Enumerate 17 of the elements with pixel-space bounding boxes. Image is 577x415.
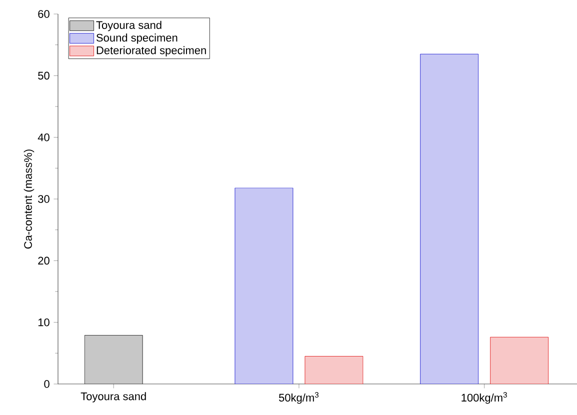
y-tick-label: 50 [38,72,50,80]
x-tick-label: 50kg/m$^{3}$ [278,392,319,404]
y-tick-label: 40 [38,133,50,142]
bar [304,356,364,384]
y-tick-label: 20 [38,256,50,265]
y-tick-label: 30 [38,195,50,203]
bar [490,336,549,384]
y-tick-label: 0 [44,380,50,388]
x-tick-label: Toyoura sand [80,392,146,402]
legend-label: Sound specimen [96,34,178,44]
legend-label: Deteriorated specimen [96,46,206,56]
y-axis-title: Ca-content (mass%) [24,150,34,249]
legend-label: Toyoura sand [96,20,162,32]
bar [420,54,479,384]
y-tick-label: 60 [38,10,50,18]
y-tick-label: 10 [38,318,50,326]
x-tick-label: 100kg/m$^{3}$ [462,392,507,404]
